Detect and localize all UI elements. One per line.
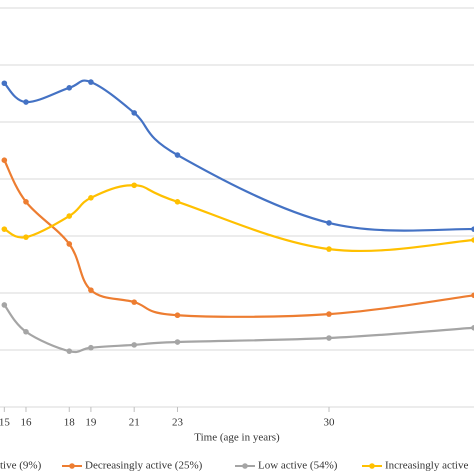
data-point — [131, 110, 137, 116]
data-point — [1, 157, 8, 163]
data-point — [131, 299, 137, 305]
data-point — [471, 324, 474, 331]
data-point — [23, 234, 29, 240]
data-point — [326, 335, 332, 341]
data-point — [326, 220, 332, 226]
data-point — [66, 213, 73, 219]
x-tick-label: 15 — [0, 417, 10, 429]
data-point — [88, 344, 94, 351]
series-line — [3, 304, 474, 354]
legend-swatch-dot — [69, 463, 75, 469]
data-point — [23, 199, 29, 205]
x-tick-label: 23 — [172, 417, 184, 429]
legend-label: Decreasingly active (25%) — [85, 460, 203, 472]
data-point — [174, 312, 181, 319]
data-point — [1, 80, 8, 87]
legend-swatch-dot — [242, 463, 248, 469]
data-point — [471, 292, 474, 299]
legend-label: Increasingly active — [385, 460, 468, 472]
data-point — [66, 348, 73, 354]
data-point — [174, 339, 181, 345]
x-tick-label: 21 — [129, 417, 140, 429]
data-point — [471, 226, 474, 232]
x-axis-title: Time (age in years) — [194, 432, 280, 444]
legend-label: Low active (54%) — [258, 460, 338, 472]
data-point — [66, 241, 73, 247]
data-point — [471, 237, 474, 243]
series-line — [3, 79, 474, 232]
data-point — [326, 311, 332, 317]
data-point — [23, 99, 29, 105]
data-point — [66, 85, 73, 91]
data-point — [1, 226, 8, 232]
series-line — [3, 184, 474, 252]
data-point — [174, 199, 181, 205]
x-tick-label: 16 — [20, 417, 32, 429]
data-point — [326, 246, 332, 252]
data-point — [23, 328, 29, 335]
data-point — [131, 182, 137, 189]
x-tick-label: 30 — [323, 417, 335, 429]
data-point — [174, 152, 181, 158]
data-point — [88, 195, 94, 201]
data-point — [88, 79, 94, 85]
data-point — [131, 342, 137, 348]
data-point — [88, 287, 94, 293]
legend-swatch-dot — [369, 463, 375, 469]
legend-label: tive (9%) — [0, 460, 42, 472]
data-point — [1, 302, 8, 308]
x-tick-label: 19 — [85, 417, 97, 429]
x-tick-label: 18 — [64, 417, 76, 429]
